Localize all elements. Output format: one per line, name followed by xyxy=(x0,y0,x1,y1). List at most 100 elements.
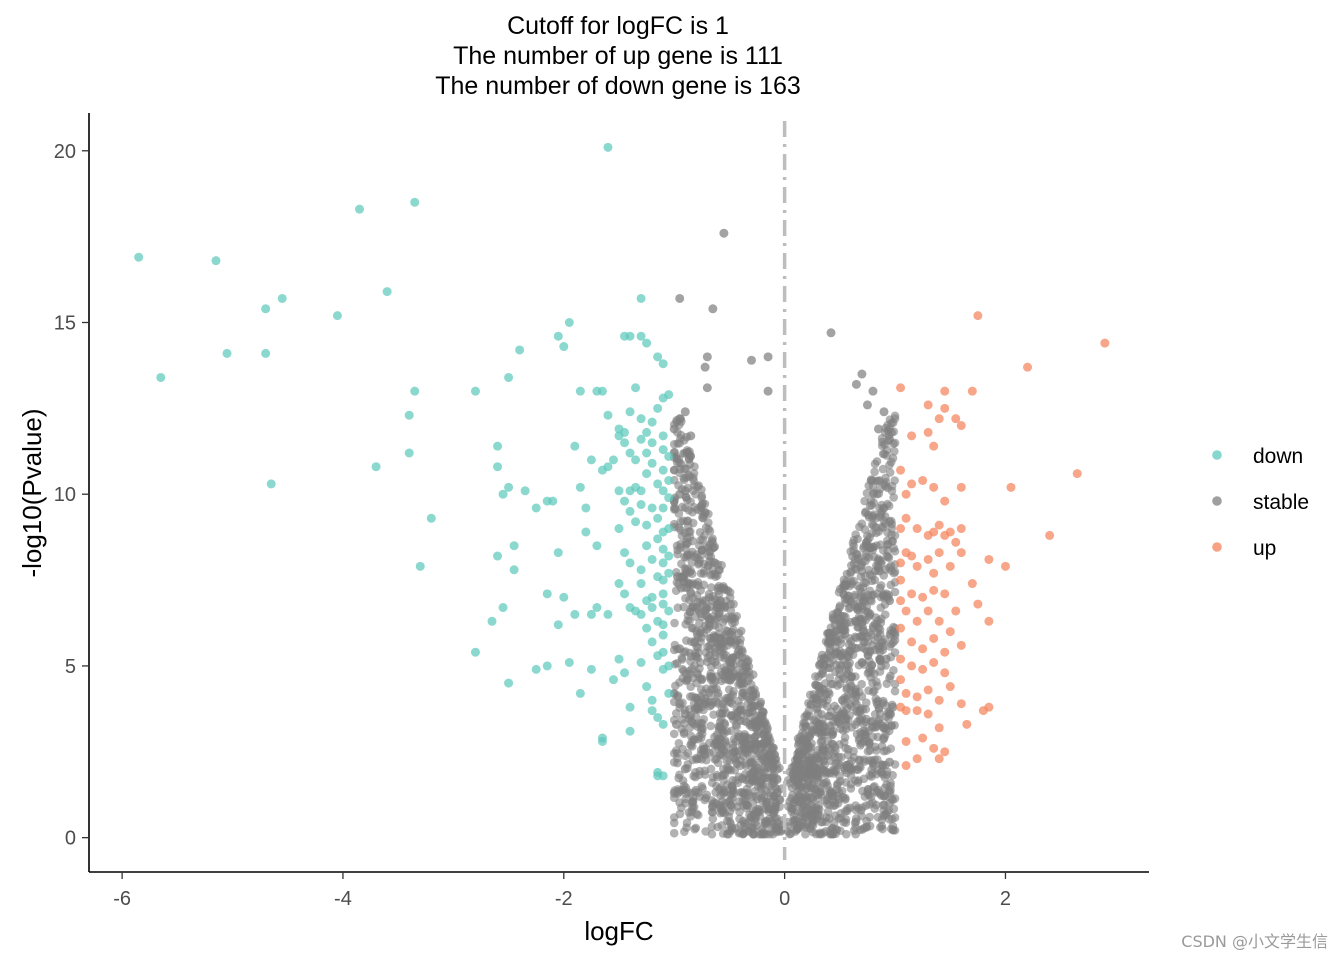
stable-point xyxy=(886,781,895,791)
stable-point xyxy=(685,472,695,481)
stable-point xyxy=(885,468,895,477)
up-point xyxy=(907,637,917,647)
stable-point xyxy=(709,710,718,719)
stable-point xyxy=(850,590,860,600)
stable-point xyxy=(707,796,717,805)
stable-point xyxy=(853,581,862,591)
down-point xyxy=(664,661,674,671)
down-point xyxy=(625,726,635,736)
stable-point xyxy=(681,783,691,792)
stable-point xyxy=(726,711,736,721)
up-point xyxy=(896,383,906,393)
stable-point xyxy=(706,669,716,679)
up-point xyxy=(951,414,961,424)
stable-point xyxy=(684,454,694,464)
stable-point xyxy=(720,770,730,780)
up-point xyxy=(940,747,950,757)
down-point xyxy=(586,609,596,619)
down-point xyxy=(653,352,663,362)
up-point xyxy=(934,414,944,424)
stable-point xyxy=(826,328,836,338)
down-point xyxy=(222,348,232,358)
down-point xyxy=(493,462,503,472)
stable-point xyxy=(858,705,868,714)
stable-point xyxy=(688,486,698,496)
stable-point xyxy=(775,763,784,773)
stable-point xyxy=(811,803,821,812)
stable-point xyxy=(831,746,840,756)
up-point xyxy=(923,554,933,564)
stable-point xyxy=(828,656,838,665)
stable-point xyxy=(880,635,890,644)
stable-point xyxy=(765,788,775,798)
stable-point xyxy=(889,493,898,502)
down-point xyxy=(625,448,635,458)
down-point xyxy=(647,592,657,602)
down-point xyxy=(553,620,563,630)
stable-point xyxy=(882,679,892,688)
up-point xyxy=(896,524,906,534)
stable-point xyxy=(675,293,685,303)
down-point xyxy=(134,252,144,262)
stable-point xyxy=(857,560,866,570)
up-point xyxy=(901,761,911,771)
stable-point xyxy=(707,656,717,665)
chart-title: Cutoff for logFC is 1 The number of up g… xyxy=(435,12,801,100)
stable-point xyxy=(746,758,755,768)
stable-point xyxy=(702,383,712,393)
stable-point xyxy=(684,579,694,588)
stable-point xyxy=(700,362,710,372)
axes: -6 -4 -2 0 2 0 5 10 15 20 xyxy=(54,113,1149,910)
stable-point xyxy=(680,719,689,728)
stable-point xyxy=(845,603,855,612)
stable-point xyxy=(823,695,832,705)
stable-point xyxy=(700,606,710,616)
stable-point xyxy=(868,732,878,741)
down-point xyxy=(415,561,425,571)
y-tick-label: 5 xyxy=(65,656,76,678)
stable-point xyxy=(799,745,809,755)
stable-point xyxy=(748,799,758,808)
down-point xyxy=(642,338,652,348)
x-tick-label: -2 xyxy=(555,888,573,910)
stable-point xyxy=(685,607,695,617)
x-tick-label: 2 xyxy=(1000,888,1011,910)
stable-point xyxy=(688,518,698,528)
stable-point xyxy=(863,637,873,647)
down-point xyxy=(647,503,657,513)
down-point xyxy=(642,623,652,633)
stable-point xyxy=(818,685,828,694)
stable-point xyxy=(881,477,891,487)
down-point xyxy=(592,541,602,551)
up-point xyxy=(934,616,944,626)
stable-point xyxy=(682,464,691,474)
up-point xyxy=(896,575,906,585)
stable-point xyxy=(698,499,708,508)
down-point xyxy=(156,372,166,382)
stable-point xyxy=(811,829,821,839)
up-point xyxy=(940,386,950,396)
down-point xyxy=(603,462,613,472)
stable-point xyxy=(681,544,690,553)
stable-point xyxy=(870,467,879,477)
stable-point xyxy=(807,811,817,820)
stable-point xyxy=(681,794,690,804)
stable-point xyxy=(707,822,717,832)
down-point xyxy=(614,486,624,496)
down-point xyxy=(647,438,657,448)
stable-point xyxy=(857,729,867,739)
down-point xyxy=(642,520,652,530)
stable-point xyxy=(728,653,738,663)
stable-point xyxy=(849,546,858,555)
stable-point xyxy=(826,679,836,689)
stable-point xyxy=(862,822,871,831)
down-point xyxy=(603,410,613,420)
down-point xyxy=(371,462,381,472)
stable-point xyxy=(872,677,881,687)
y-ticks: 0 5 10 15 20 xyxy=(54,141,89,850)
up-point xyxy=(951,537,961,547)
stable-point xyxy=(832,647,841,657)
up-point xyxy=(934,695,944,705)
stable-point xyxy=(678,673,688,683)
down-point xyxy=(636,293,646,303)
